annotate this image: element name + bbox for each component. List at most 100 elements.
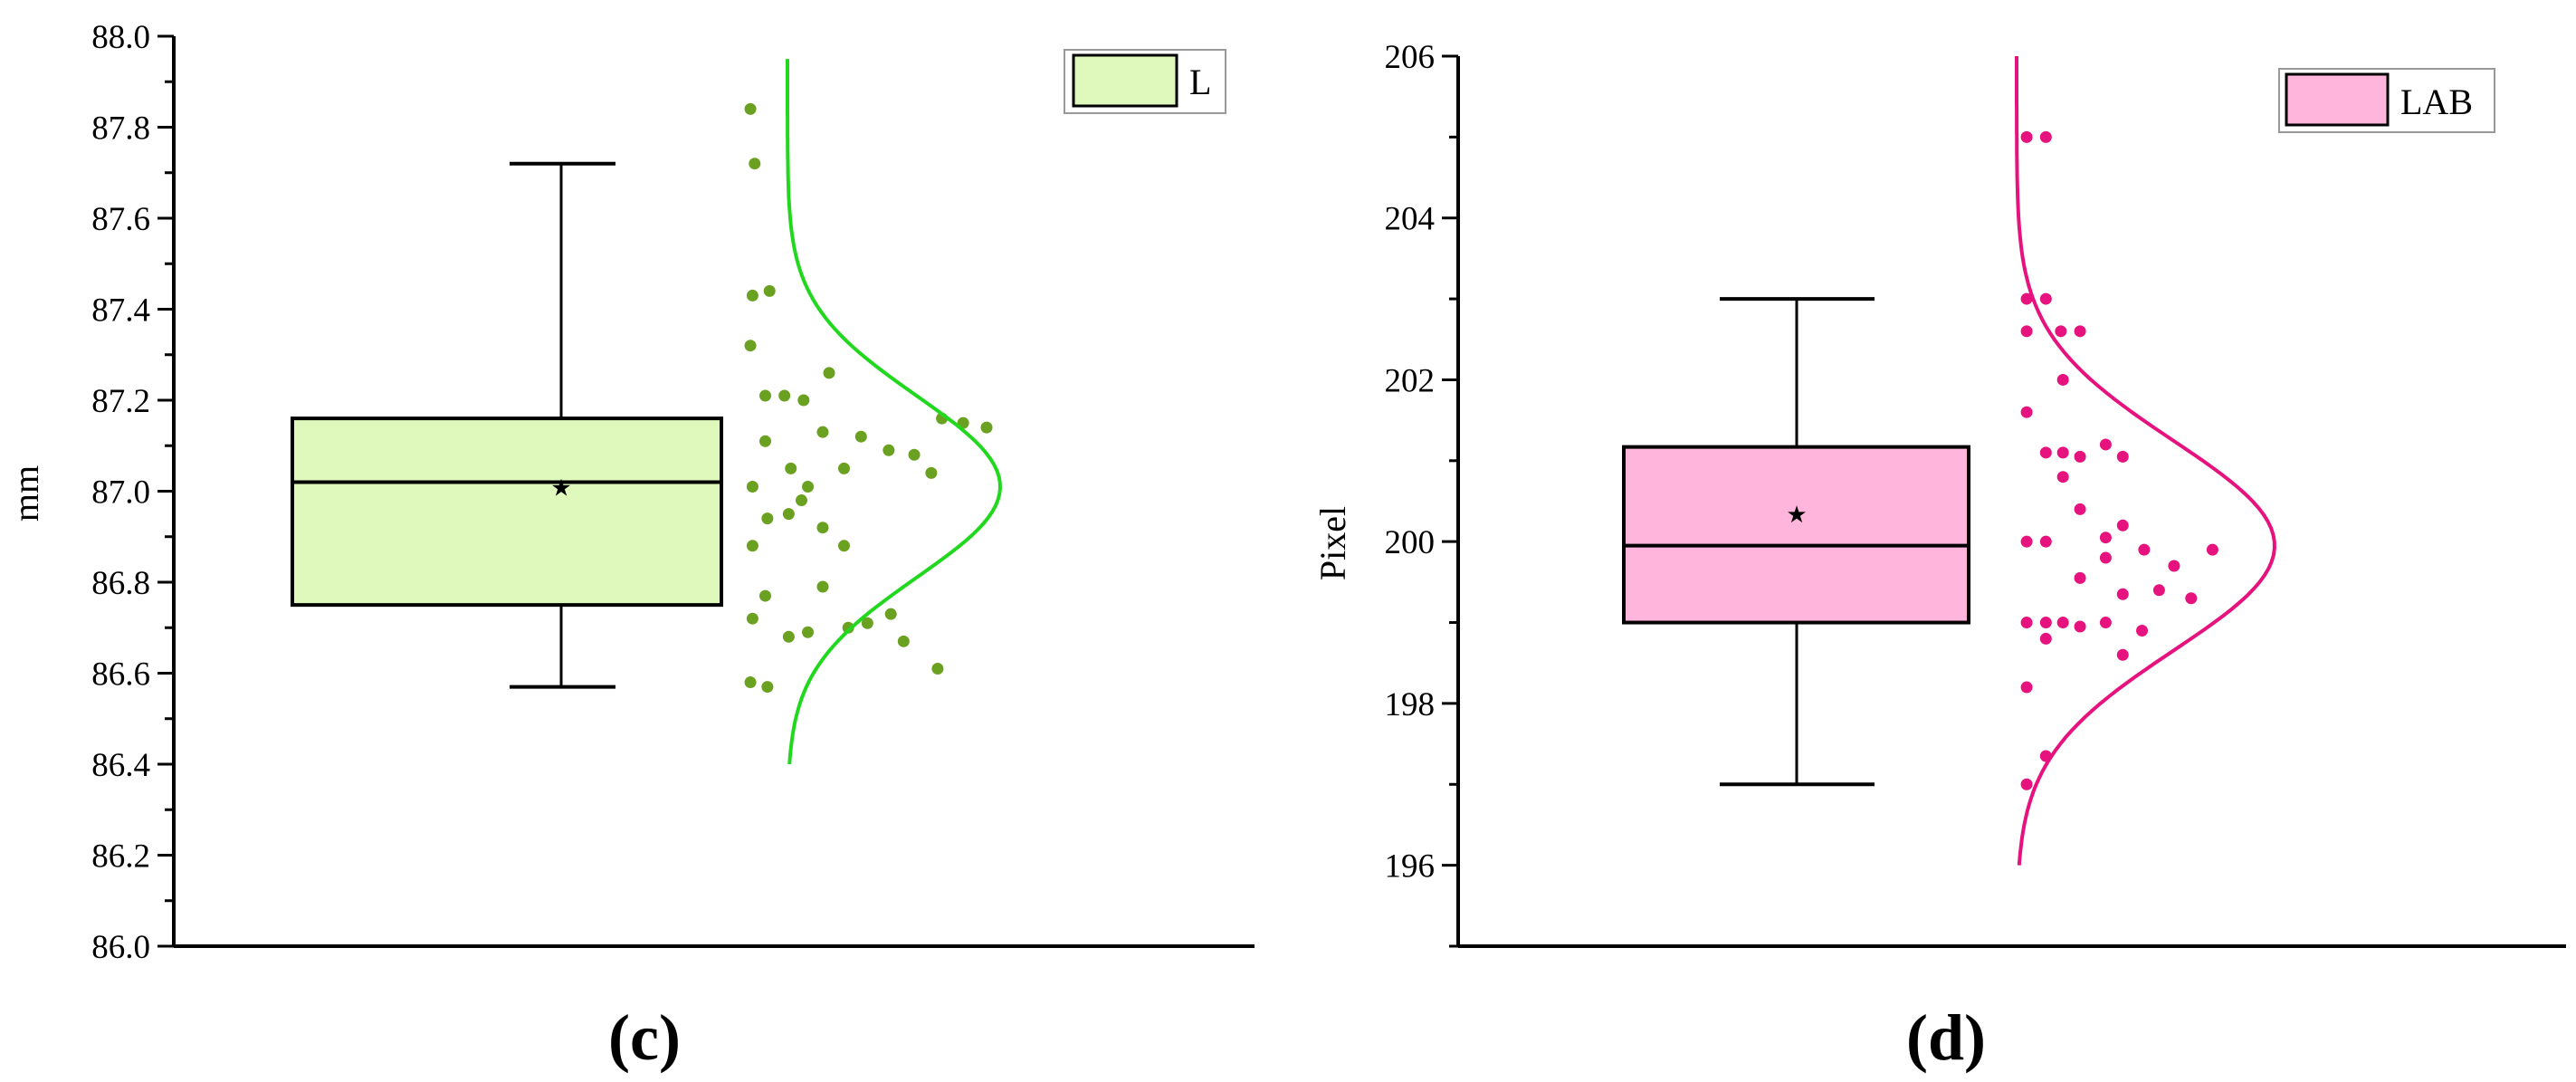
legend-label-d: LAB [2400, 81, 2473, 122]
data-point [883, 444, 895, 456]
box-iqr [291, 417, 723, 608]
data-point [2020, 535, 2033, 548]
data-point [797, 394, 810, 407]
data-point [2116, 450, 2129, 463]
y-tick-label: 86.8 [91, 565, 150, 602]
y-tick-label: 87.4 [91, 292, 150, 330]
data-point [746, 540, 758, 552]
data-point [931, 662, 944, 675]
data-point [2039, 292, 2052, 305]
data-point [2039, 617, 2052, 629]
data-point [2116, 588, 2129, 600]
y-tick-label: 88.0 [91, 19, 150, 56]
panel-c: mm 86.086.286.486.686.887.087.287.487.68… [5, 19, 1255, 1074]
data-point [2074, 325, 2086, 338]
data-point [2056, 373, 2069, 386]
y-axis-ticks-c: 86.0 86.2 86.4 86.6 86.8 87.0 87.2 87.4 87.6 87.8… [91, 19, 1255, 966]
legend-d: LAB [2278, 68, 2495, 133]
data-point [2099, 531, 2112, 544]
y-axis-title-d: Pixel [1312, 506, 1353, 580]
data-point [744, 676, 757, 689]
data-point [842, 621, 854, 634]
y-tick-label: 204 [1385, 201, 1436, 238]
data-point [925, 466, 938, 479]
mean-marker: ★ [550, 474, 571, 501]
data-point [897, 635, 910, 647]
data-point [2020, 406, 2033, 418]
data-point [2039, 535, 2052, 548]
data-point [761, 512, 774, 525]
y-tick-label: 200 [1385, 524, 1436, 561]
data-point [2099, 551, 2112, 564]
data-point [861, 617, 873, 629]
data-point [759, 389, 772, 402]
legend-c: L [1064, 49, 1226, 114]
data-point [2056, 471, 2069, 484]
data-point [2020, 130, 2033, 143]
data-point [746, 480, 758, 493]
data-point [816, 522, 829, 534]
data-point [2185, 592, 2198, 605]
data-point [2138, 543, 2151, 556]
distribution-curve-c [786, 59, 1003, 765]
data-point [837, 540, 850, 552]
box-plot-c: ★ [291, 161, 723, 689]
data-point [816, 580, 829, 593]
data-point [2116, 519, 2129, 531]
data-point [2074, 571, 2086, 584]
legend-swatch-d [2285, 72, 2390, 127]
y-tick-label: 87.6 [91, 201, 150, 238]
data-point [746, 289, 758, 302]
data-point [2074, 450, 2086, 463]
y-tick-label: 87.2 [91, 383, 150, 420]
data-point [884, 608, 897, 620]
data-point [746, 612, 758, 625]
box-plot-d: ★ [1622, 297, 1970, 787]
y-tick-label: 196 [1385, 848, 1436, 886]
data-point [2020, 325, 2033, 338]
y-tick-label: 206 [1385, 39, 1436, 76]
data-point [837, 462, 850, 474]
data-point [744, 102, 757, 115]
data-point [908, 448, 921, 461]
data-point [2020, 617, 2033, 629]
panel-label-d: (d) [1906, 1001, 1986, 1074]
data-point [2056, 617, 2069, 629]
data-point [749, 158, 761, 170]
data-point [2055, 325, 2067, 338]
data-point [2116, 648, 2129, 661]
data-point [2099, 438, 2112, 451]
y-tick-label: 87.8 [91, 110, 150, 148]
data-point [2020, 292, 2033, 305]
data-point [782, 630, 795, 643]
data-point [795, 494, 807, 507]
data-point [2152, 584, 2165, 597]
box-iqr [1622, 445, 1970, 625]
data-point [854, 430, 867, 443]
mean-marker: ★ [1786, 502, 1807, 528]
data-point [763, 284, 776, 297]
panel-d: Pixel 196 198 200 202 204 206 ★ LAB (d) [1312, 39, 2566, 1074]
y-tick-label: 87.0 [91, 474, 150, 512]
data-point [759, 435, 772, 447]
data-point [802, 480, 815, 493]
y-tick-label: 86.6 [91, 656, 150, 694]
data-point [2136, 624, 2149, 637]
data-point [2074, 503, 2086, 515]
legend-swatch-c [1072, 53, 1178, 108]
data-point [802, 626, 815, 638]
data-point [759, 589, 772, 602]
legend-label-c: L [1189, 62, 1211, 102]
y-tick-label: 198 [1385, 686, 1436, 723]
y-tick-label: 86.4 [91, 747, 150, 784]
data-point [2039, 130, 2052, 143]
data-point [782, 508, 795, 521]
y-axis-ticks-d: 196 198 200 202 204 206 [1385, 39, 2566, 948]
data-point [2206, 543, 2218, 556]
data-point [2074, 620, 2086, 633]
data-points-d [2020, 130, 2218, 790]
data-point [980, 421, 993, 434]
data-point [744, 340, 757, 352]
data-point [2039, 632, 2052, 645]
